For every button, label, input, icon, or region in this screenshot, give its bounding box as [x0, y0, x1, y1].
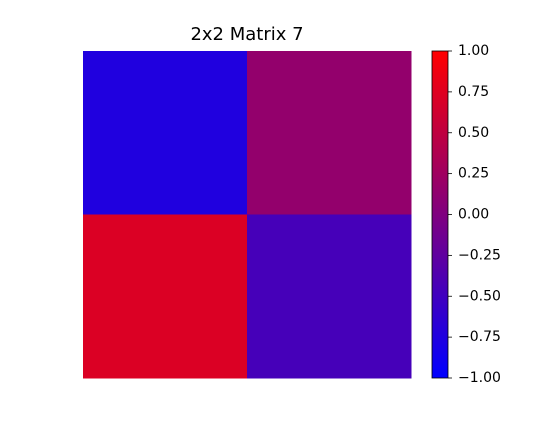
colorbar-tick-label: 0.75 [458, 84, 489, 100]
heatmap-cells [83, 51, 412, 379]
colorbar-tick-label: −1.00 [458, 370, 501, 386]
colorbar-tick-label: 1.00 [458, 43, 489, 59]
colorbar-tick-label: −0.75 [458, 329, 501, 345]
colorbar-tick-label: −0.25 [458, 247, 501, 263]
heatmap-cell-r0-c0 [83, 51, 248, 215]
colorbar: 1.00 0.75 0.50 0.25 0.00 −0.25 −0.50 −0.75 −1.00 [431, 43, 501, 386]
chart-title: 2x2 Matrix 7 [190, 24, 304, 45]
colorbar-tick-label: 0.00 [458, 207, 489, 223]
colorbar-tick-label: 0.25 [458, 166, 489, 182]
colorbar-tick-label: 0.50 [458, 125, 489, 141]
colorbar-gradient [431, 50, 449, 379]
heatmap-cell-r1-c1 [247, 214, 412, 379]
colorbar-tick-label: −0.50 [458, 288, 501, 304]
heatmap-cell-r1-c0 [83, 214, 248, 379]
heatmap-cell-r0-c1 [247, 51, 412, 215]
